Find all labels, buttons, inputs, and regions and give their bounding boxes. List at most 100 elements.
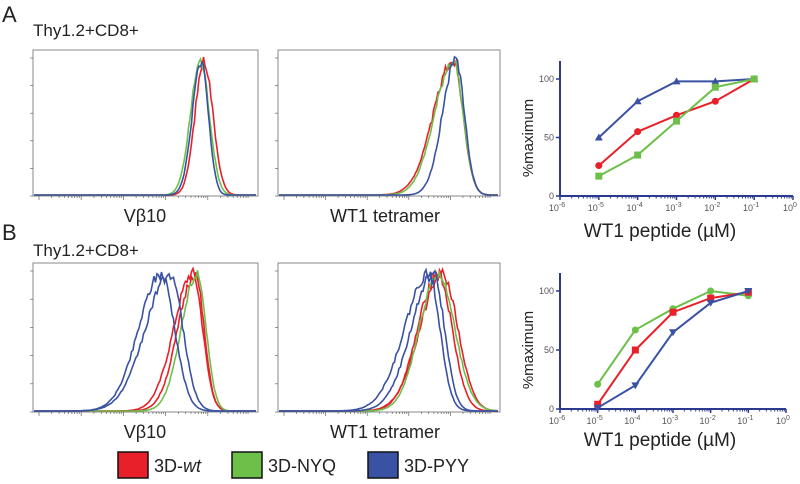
histogram-3 [275,262,501,416]
x-tick-label: 10-1 [737,415,753,426]
series-line-3d-pyy [598,78,755,139]
hist-a1-xlabel: Vβ10 [124,206,166,226]
data-point-3d-wt [669,308,677,316]
data-point-3d-pyy [631,382,640,390]
data-point-3d-nyq [707,287,715,295]
hist-a2-xlabel: WT1 tetramer [330,206,440,226]
x-tick-exponent: -2 [714,202,720,209]
x-tick-exponent: -2 [710,415,716,422]
x-tick-label: 10-4 [624,415,640,426]
line-chart-1: 0 50 100 10-6 10-5 10-4 10-3 10-2 10-1 100 [539,273,790,426]
data-point-3d-pyy [744,288,753,295]
y-tick-label: 100 [539,74,554,84]
hist-b2-xlabel: WT1 tetramer [330,422,440,442]
data-point-3d-pyy [669,329,677,337]
data-point-3d-nyq [594,380,602,388]
data-point-3d-wt [634,128,642,136]
data-point-3d-pyy [706,299,715,307]
legend-swatch [117,451,149,479]
legend-label-text: 3D- [154,456,183,476]
legend-swatch [367,451,399,479]
x-tick-label: 10-5 [587,415,603,426]
histogram-frame [32,49,259,197]
legend-label: 3D-wt [154,456,202,476]
data-point-3d-wt [711,97,719,105]
histogram-frame [277,262,501,413]
data-point-3d-nyq [673,117,680,125]
x-tick-exponent: -6 [559,415,565,422]
series-line-3d-nyq [598,78,755,177]
x-tick-exponent: -6 [559,202,565,209]
histogram-curve-3d-nyq [279,60,498,196]
histogram-curve-3d-wt [279,270,498,412]
y-tick-label: 0 [549,191,554,201]
x-tick-label: 10-6 [549,202,565,213]
histogram-frame [32,262,259,413]
x-tick-label: 10-3 [665,202,681,213]
histogram-curve-3d-pyy [279,269,498,412]
data-point-3d-nyq [750,75,758,83]
histogram-curve-3d-nyq [34,56,256,196]
data-point-3d-nyq [634,151,642,159]
data-point-3d-pyy [593,404,602,412]
x-tick-label: 10-2 [704,202,720,213]
data-point-3d-pyy [672,77,681,85]
x-tick-label: 10-3 [662,415,678,426]
x-tick-label: 100 [776,415,790,426]
y-tick-label: 100 [539,286,554,296]
x-tick-exponent: 0 [793,202,797,209]
data-point-3d-nyq [595,172,603,180]
histogram-curve-3d-pyy [34,271,256,412]
line-chart-0: 0 50 100 10-6 10-5 10-4 10-3 10-2 10-1 100 [539,61,797,213]
panel-letter-b: B [2,220,17,245]
legend-label-text: 3D-PYY [404,456,469,476]
x-tick-exponent: -4 [634,415,640,422]
legend-label: 3D-NYQ [268,456,336,476]
data-point-3d-pyy [633,97,642,105]
histogram-curve-3d-wt [34,56,256,196]
gate-label-a: Thy1.2+CD8+ [33,21,139,40]
x-tick-label: 10-5 [588,202,604,213]
histogram-1 [275,49,501,200]
legend-label: 3D-PYY [404,456,469,476]
x-tick-exponent: -3 [675,202,681,209]
legend-swatch [231,451,263,479]
line-b-ylabel: %maximum [520,311,537,389]
histogram-curve-3d-pyy [34,272,256,412]
data-point-3d-pyy [711,77,720,85]
x-tick-exponent: -1 [747,415,753,422]
data-point-3d-nyq [631,326,639,334]
panel-letter-a: A [2,2,17,27]
data-point-3d-nyq [711,83,719,91]
y-tick-label: 50 [544,345,554,355]
gate-label-b: Thy1.2+CD8+ [33,241,139,260]
x-tick-exponent: -4 [637,202,643,209]
hist-b1-xlabel: Vβ10 [124,422,166,442]
histogram-2 [30,262,259,416]
x-tick-label: 10-4 [627,202,643,213]
line-a-xlabel: WT1 peptide (µM) [584,221,736,242]
data-point-3d-wt [595,162,603,170]
y-tick-label: 0 [549,404,554,414]
histogram-curve-3d-wt [34,266,256,412]
data-point-3d-wt [707,294,715,302]
line-a-ylabel: %maximum [520,99,537,177]
histogram-frame [277,49,501,197]
x-tick-label: 100 [783,202,797,213]
data-point-3d-pyy [594,133,603,141]
x-tick-label: 10-1 [743,202,759,213]
x-tick-label: 10-2 [700,415,716,426]
histogram-curve-3d-wt [34,272,256,412]
x-tick-exponent: -3 [672,415,678,422]
histogram-curve-3d-nyq [34,270,256,412]
legend-label-italic: wt [183,456,202,476]
histogram-curve-3d-pyy [34,60,256,196]
histogram-0 [30,49,259,200]
legend: 3D-wt 3D-NYQ 3D-PYY [117,451,469,479]
y-tick-label: 50 [544,133,554,143]
data-point-3d-wt [673,111,680,119]
x-tick-exponent: 0 [786,415,790,422]
x-tick-label: 10-6 [549,415,565,426]
data-point-3d-wt [594,400,602,408]
